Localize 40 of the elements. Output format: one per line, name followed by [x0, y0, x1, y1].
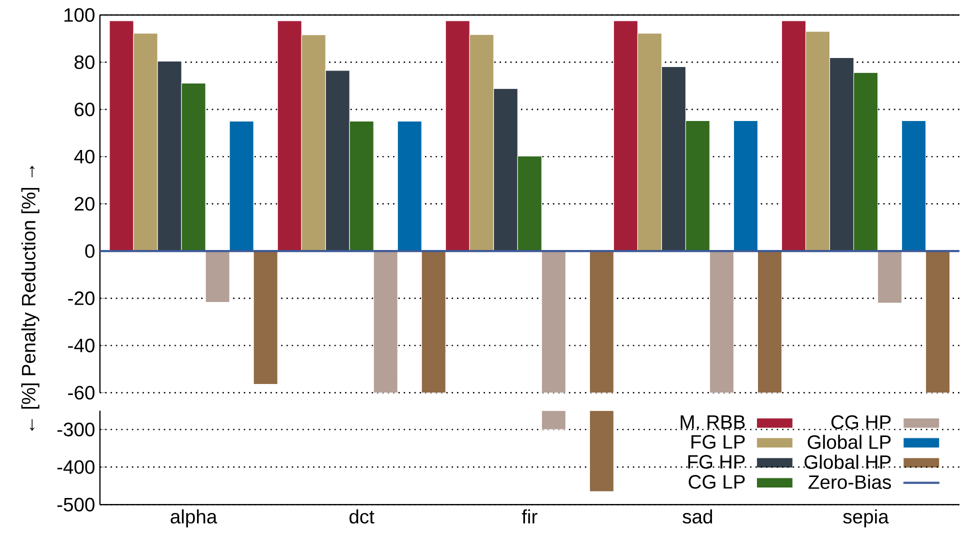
bar — [397, 121, 422, 252]
bar — [205, 250, 230, 303]
bar — [541, 250, 566, 393]
y-tick-label: -500 — [57, 498, 94, 512]
x-tick-label: dct — [350, 510, 374, 524]
y-tick-label: -40 — [68, 338, 94, 353]
legend-label: Zero-Bias — [808, 474, 891, 490]
legend-label: Global LP — [808, 434, 891, 450]
bar — [229, 121, 254, 252]
y-tick-label: 100 — [64, 8, 94, 22]
bar — [373, 250, 398, 393]
x-tick-label: sad — [682, 510, 712, 524]
y-tick-label: -20 — [68, 292, 94, 306]
bar — [253, 250, 278, 385]
legend-label: Global HP — [804, 454, 891, 470]
bar — [757, 250, 782, 393]
y-tick-label: -400 — [57, 460, 94, 474]
legend-label: M. RBB — [680, 416, 745, 429]
legend-label: FG HP — [688, 455, 745, 469]
x-tick-label: sepia — [843, 510, 889, 528]
bar — [901, 120, 926, 252]
y-tick-label: -60 — [68, 386, 94, 400]
bar — [421, 250, 446, 393]
y-tick-label: 20 — [74, 197, 94, 211]
y-tick-label: 60 — [74, 102, 94, 116]
legend-label: FG LP — [692, 435, 745, 449]
y-tick-label: -300 — [57, 422, 94, 437]
bar — [589, 250, 614, 393]
bar — [877, 250, 902, 304]
legend-label: CG HP — [831, 415, 891, 430]
bar — [733, 120, 758, 252]
y-tick-label: 80 — [74, 56, 94, 70]
y-tick-label: 40 — [74, 150, 94, 164]
bar — [925, 250, 950, 393]
x-tick-label: fir — [522, 510, 538, 524]
legend-label: CG LP — [688, 475, 745, 489]
bar — [709, 250, 734, 393]
y-axis-title: ← [%] Penalty Reduction [%] → — [21, 166, 40, 431]
y-tick-label: 0 — [85, 244, 94, 258]
x-tick-label: alpha — [170, 510, 218, 528]
